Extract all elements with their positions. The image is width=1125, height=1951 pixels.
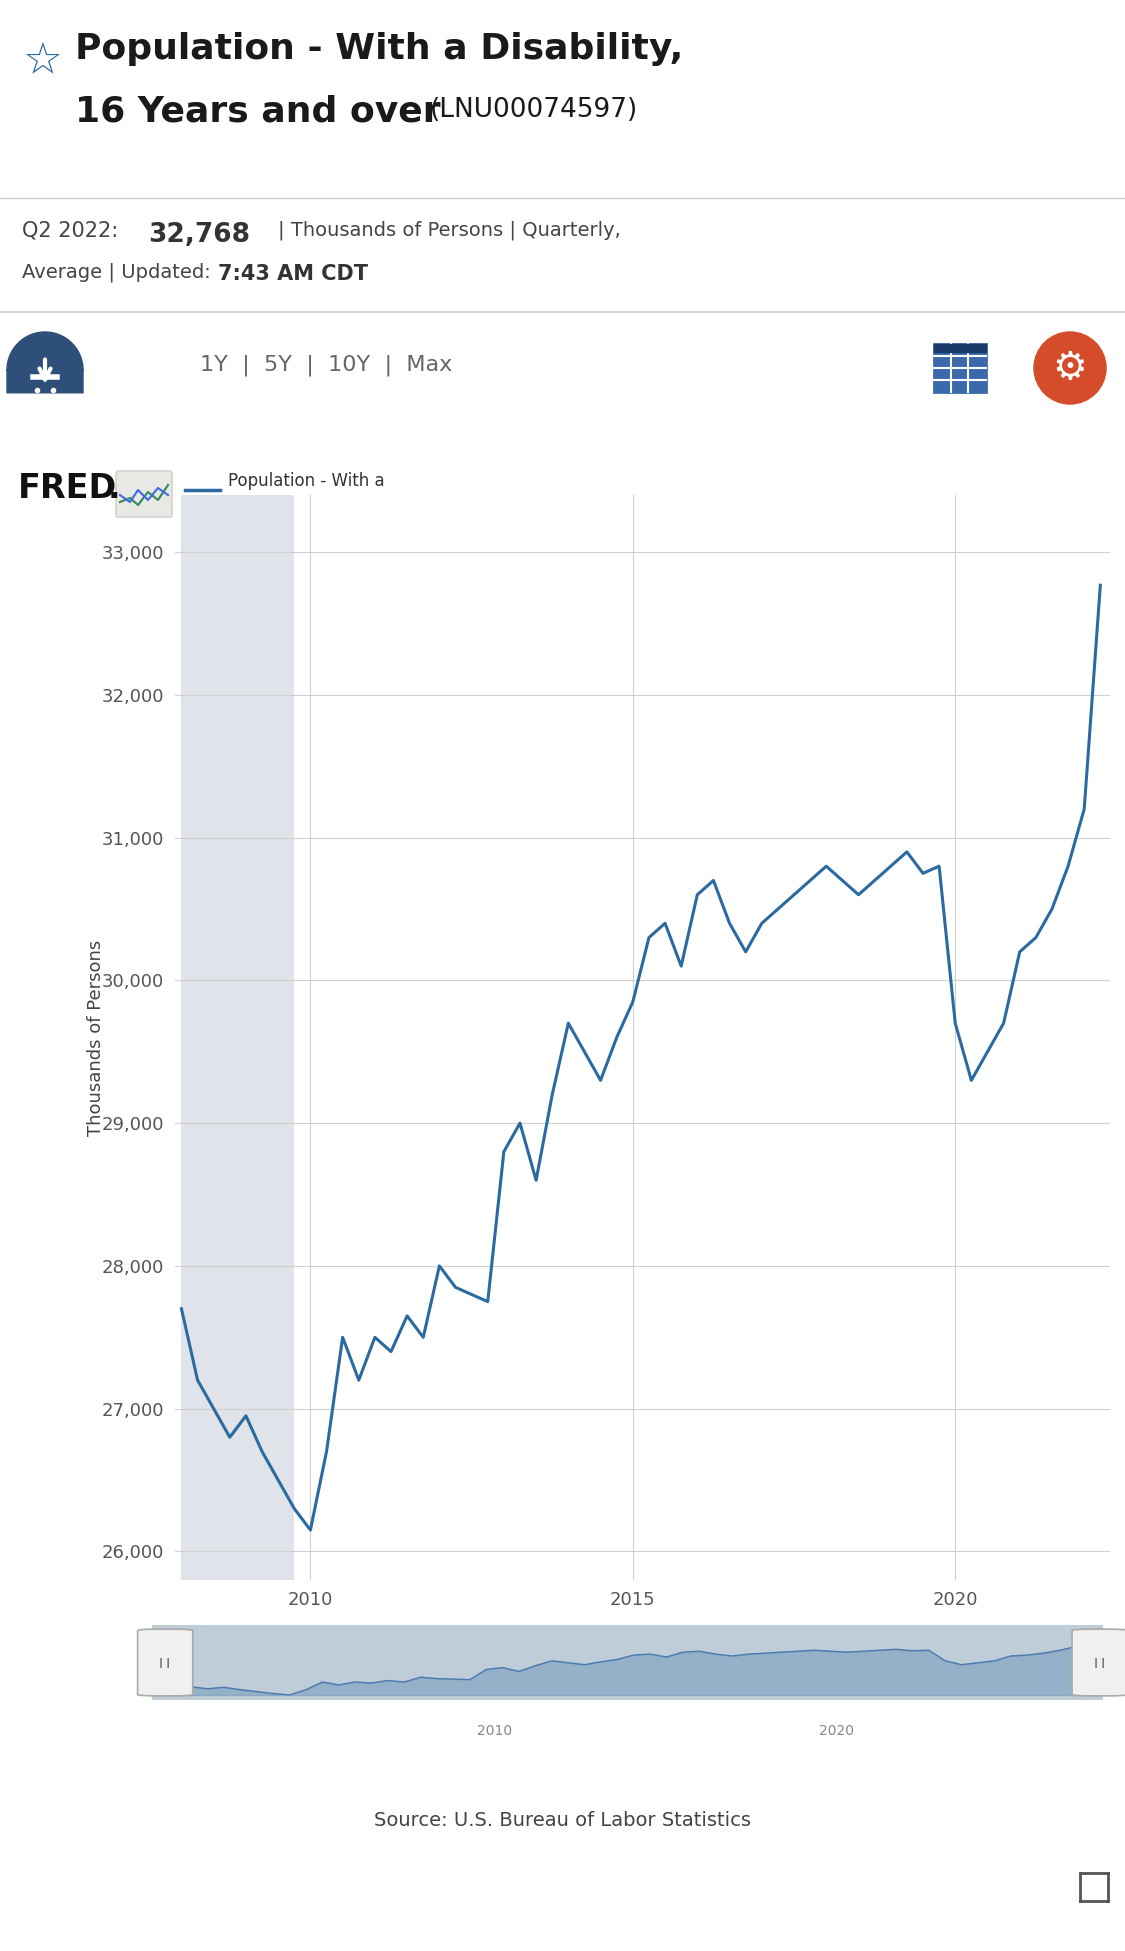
- Text: Source: U.S. Bureau of Labor Statistics: Source: U.S. Bureau of Labor Statistics: [374, 1811, 750, 1830]
- FancyBboxPatch shape: [1072, 1629, 1125, 1695]
- Polygon shape: [7, 332, 83, 392]
- Text: 7:43 AM CDT: 7:43 AM CDT: [218, 263, 368, 285]
- Text: ☆: ☆: [22, 41, 62, 84]
- Text: 2020: 2020: [819, 1725, 854, 1738]
- Text: Population - With a
Disability, 16 Years
and over: Population - With a Disability, 16 Years…: [228, 472, 386, 537]
- Text: Thousands of Persons: Thousands of Persons: [88, 938, 106, 1135]
- FancyBboxPatch shape: [116, 470, 172, 517]
- Text: 2010: 2010: [477, 1725, 512, 1738]
- Circle shape: [1034, 332, 1106, 404]
- Text: ⚙: ⚙: [1053, 349, 1088, 386]
- Text: 32,768: 32,768: [148, 222, 250, 248]
- Text: ❙❙: ❙❙: [158, 1658, 173, 1668]
- Text: FRED: FRED: [18, 472, 117, 505]
- Text: Population - With a Disability,: Population - With a Disability,: [75, 31, 683, 66]
- Text: (LNU00074597): (LNU00074597): [430, 98, 638, 123]
- Text: 16 Years and over: 16 Years and over: [75, 96, 441, 129]
- Bar: [934, 343, 986, 392]
- FancyBboxPatch shape: [137, 1629, 192, 1695]
- Text: Average | Updated:: Average | Updated:: [22, 261, 217, 281]
- Text: ❙❙: ❙❙: [1091, 1658, 1108, 1668]
- Text: Q2 2022:: Q2 2022:: [22, 220, 125, 240]
- Text: | Thousands of Persons | Quarterly,: | Thousands of Persons | Quarterly,: [278, 220, 621, 240]
- Text: .: .: [108, 472, 120, 505]
- Text: 1Y  |  5Y  |  10Y  |  Max: 1Y | 5Y | 10Y | Max: [200, 355, 452, 377]
- Bar: [181, 496, 295, 1580]
